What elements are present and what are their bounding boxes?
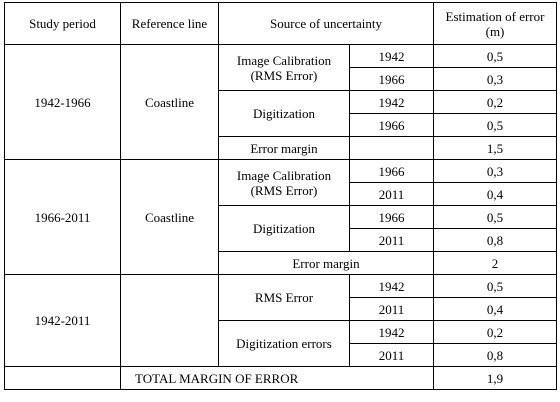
error-value-cell: 0,5 xyxy=(433,44,557,68)
error-value-cell: 0,3 xyxy=(433,159,557,183)
table-row: 1966 0,5 xyxy=(5,113,557,137)
header-study-period: Study period xyxy=(4,2,121,45)
header-estimation-of-error: Estimation of error (m) xyxy=(433,2,557,45)
total-margin-label: TOTAL MARGIN OF ERROR xyxy=(120,366,434,390)
table-row: 1942-1966 Coastline Image Calibration (R… xyxy=(4,44,557,160)
table-row: Error margin 1,5 xyxy=(5,136,557,160)
year-cell: 1942 xyxy=(349,90,434,114)
table-row: 2011 0,8 xyxy=(5,228,557,252)
error-value-cell: 0,3 xyxy=(433,67,557,91)
source-label-cell: Image Calibration (RMS Error) xyxy=(218,159,350,206)
year-cell: 1966 xyxy=(349,113,434,137)
table-row: 1942-2011 RMS Error 1942 0,5 xyxy=(4,274,557,367)
year-cell: 2011 xyxy=(349,343,434,367)
error-margin-label: Error margin xyxy=(218,251,434,275)
study-period-cell: 1966-2011 xyxy=(4,159,121,275)
table-row: Error margin 2 xyxy=(5,251,557,275)
reference-line-cell: Coastline xyxy=(120,159,219,275)
year-cell: 1942 xyxy=(349,274,434,298)
error-value-cell: 0,8 xyxy=(433,228,557,252)
study-period-cell: 1942-2011 xyxy=(4,274,121,367)
header-row: Study period Reference line Source of un… xyxy=(4,2,557,45)
year-cell: 1942 xyxy=(349,44,434,68)
error-value-cell: 0,2 xyxy=(433,90,557,114)
error-value-cell: 0,4 xyxy=(433,182,557,206)
total-margin-value: 1,9 xyxy=(433,366,557,390)
error-value-cell: 0,5 xyxy=(433,205,557,229)
table-container: Study period Reference line Source of un… xyxy=(4,2,557,390)
source-label-cell: Digitization xyxy=(218,205,350,252)
year-cell: 1966 xyxy=(349,159,434,183)
table-row: 1966 0,3 xyxy=(5,67,557,91)
source-label-cell: Digitization xyxy=(218,90,350,137)
table-row: 2011 0,4 xyxy=(5,182,557,206)
year-cell: 1966 xyxy=(349,205,434,229)
table-row: TOTAL MARGIN OF ERROR 1,9 xyxy=(4,366,557,390)
header-reference-line: Reference line xyxy=(120,2,219,45)
table-row: 2011 0,4 xyxy=(5,297,557,321)
empty-cell xyxy=(349,136,434,160)
year-cell: 2011 xyxy=(349,182,434,206)
source-label-cell: Image Calibration (RMS Error) xyxy=(218,44,350,91)
reference-line-cell-empty xyxy=(120,274,219,367)
reference-line-cell: Coastline xyxy=(120,44,219,160)
table-row: 1966-2011 Coastline Image Calibration (R… xyxy=(4,159,557,275)
empty-cell xyxy=(4,366,121,390)
error-margin-label: Error margin xyxy=(218,136,350,160)
year-cell: 1966 xyxy=(349,67,434,91)
error-value-cell: 0,5 xyxy=(433,113,557,137)
error-margin-value: 1,5 xyxy=(433,136,557,160)
error-margin-value: 2 xyxy=(433,251,557,275)
table-row: Digitization 1966 0,5 xyxy=(5,205,557,252)
error-value-cell: 0,8 xyxy=(433,343,557,367)
error-value-cell: 0,2 xyxy=(433,320,557,344)
error-estimation-table: Study period Reference line Source of un… xyxy=(4,2,557,390)
year-cell: 1942 xyxy=(349,320,434,344)
study-period-cell: 1942-1966 xyxy=(4,44,121,160)
header-source-of-uncertainty: Source of uncertainty xyxy=(218,2,434,45)
error-value-cell: 0,4 xyxy=(433,297,557,321)
source-label-cell: RMS Error xyxy=(218,274,350,321)
error-value-cell: 0,5 xyxy=(433,274,557,298)
table-row: Digitization errors 1942 0,2 xyxy=(5,320,557,367)
year-cell: 2011 xyxy=(349,228,434,252)
year-cell: 2011 xyxy=(349,297,434,321)
source-label-cell: Digitization errors xyxy=(218,320,350,367)
